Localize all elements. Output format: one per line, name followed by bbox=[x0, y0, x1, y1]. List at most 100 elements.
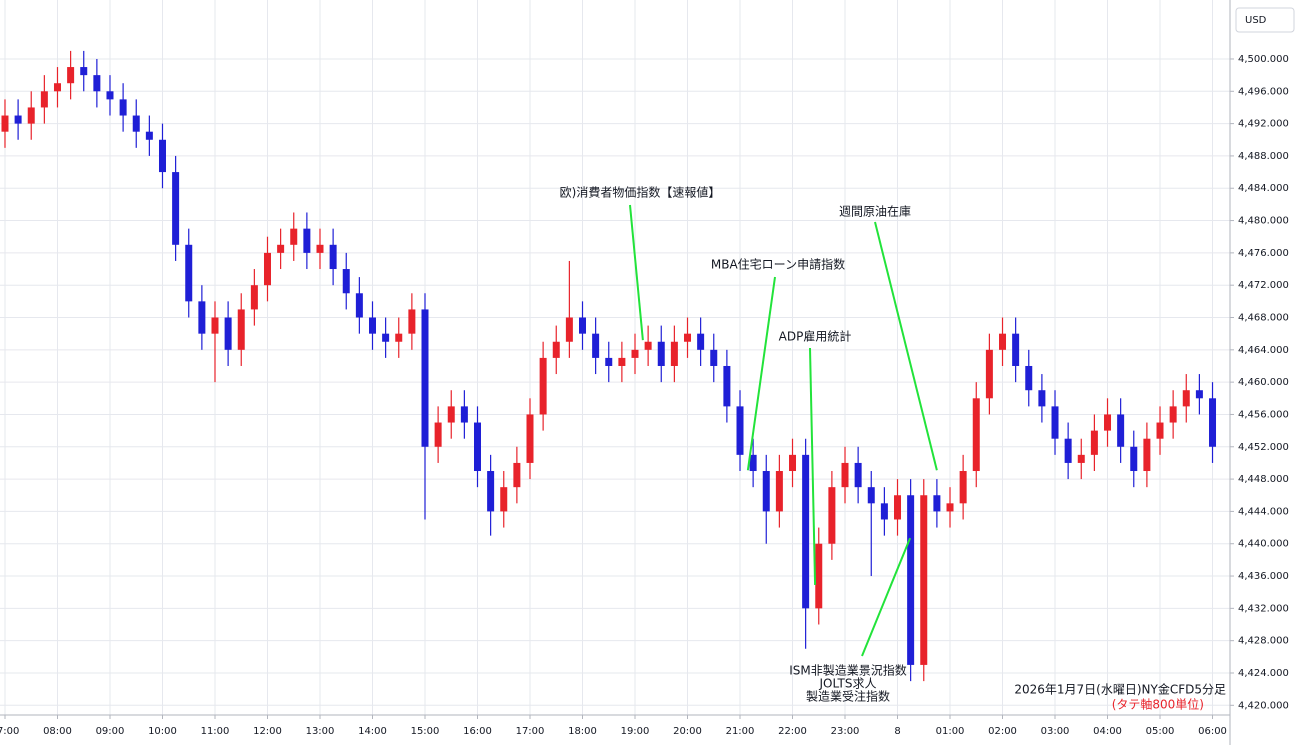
candle-body bbox=[106, 91, 114, 100]
x-tick-label: 16:00 bbox=[463, 726, 492, 737]
plot bbox=[1, 50, 1217, 682]
candle-body bbox=[250, 285, 258, 310]
candle-body bbox=[1209, 398, 1217, 447]
annotation-text: ADP雇用統計 bbox=[779, 329, 852, 344]
y-tick-label: 4,428.000 bbox=[1238, 636, 1289, 647]
candle-body bbox=[487, 471, 495, 512]
x-tick-label: 09:00 bbox=[96, 726, 125, 737]
candle-body bbox=[500, 487, 508, 512]
x-tick-label: 10:00 bbox=[148, 726, 177, 737]
y-tick-label: 4,424.000 bbox=[1238, 668, 1289, 679]
candle-body bbox=[316, 244, 324, 253]
annotation-text: JOLTS求人 bbox=[819, 677, 877, 691]
candle-body bbox=[775, 471, 783, 512]
candle-body bbox=[920, 495, 928, 665]
candle-body bbox=[867, 487, 875, 504]
candle-body bbox=[40, 91, 48, 108]
note: 2026年1月7日(水曜日)NY金CFD5分足 bbox=[1014, 682, 1226, 697]
annotation-line bbox=[746, 276, 776, 471]
candle-body bbox=[460, 406, 468, 423]
annotation-text: MBA住宅ローン申請指数 bbox=[711, 257, 845, 272]
annotation-line bbox=[809, 347, 817, 585]
candle-body bbox=[828, 487, 836, 544]
candle-body bbox=[1169, 406, 1177, 423]
candle-body bbox=[1051, 406, 1059, 439]
y-tick-label: 4,496.000 bbox=[1238, 86, 1289, 97]
x-tick-label: 22:00 bbox=[778, 726, 807, 737]
x-tick-label: 14:00 bbox=[358, 726, 387, 737]
candle-body bbox=[1, 115, 9, 132]
annotation-line bbox=[874, 221, 938, 471]
y-tick-label: 4,440.000 bbox=[1238, 539, 1289, 550]
candle-body bbox=[657, 341, 665, 366]
candle-body bbox=[539, 357, 547, 415]
candle-body bbox=[355, 293, 363, 318]
candle-body bbox=[762, 471, 770, 512]
candle-body bbox=[303, 228, 311, 253]
candle-body bbox=[710, 349, 718, 366]
x-tick-label: 21:00 bbox=[726, 726, 755, 737]
y-tick-label: 4,420.000 bbox=[1238, 700, 1289, 711]
y-tick-label: 4,484.000 bbox=[1238, 183, 1289, 194]
candle-body bbox=[290, 228, 298, 245]
y-tick-label: 4,488.000 bbox=[1238, 151, 1289, 162]
annotation-line bbox=[629, 204, 644, 341]
candle-body bbox=[27, 107, 35, 124]
candle-body bbox=[1117, 414, 1125, 447]
candle-body bbox=[552, 341, 560, 358]
note: (タテ軸800単位) bbox=[1112, 697, 1204, 712]
candle-body bbox=[93, 75, 101, 92]
candle-body bbox=[749, 454, 757, 472]
grid bbox=[0, 0, 1230, 715]
candle-body bbox=[53, 83, 61, 92]
candle-body bbox=[198, 301, 206, 334]
candle-body bbox=[592, 333, 600, 358]
candle-body bbox=[565, 317, 573, 342]
candle-body bbox=[342, 269, 350, 294]
candle-body bbox=[395, 333, 403, 342]
x-tick-label: 23:00 bbox=[831, 726, 860, 737]
candle-body bbox=[670, 341, 678, 366]
candle-body bbox=[959, 471, 967, 504]
candle-body bbox=[631, 349, 639, 358]
candle-body bbox=[1104, 414, 1112, 431]
candle-body bbox=[1130, 446, 1138, 472]
currency: USD bbox=[1245, 15, 1267, 26]
candle-body bbox=[421, 309, 429, 447]
x-tick-label: 17:00 bbox=[516, 726, 545, 737]
candle-body bbox=[172, 172, 180, 245]
candle-body bbox=[434, 422, 442, 447]
candle-body bbox=[644, 341, 652, 350]
candle-body bbox=[854, 462, 862, 488]
annotation-text: 製造業受注指数 bbox=[806, 689, 890, 704]
candle-body bbox=[368, 317, 376, 334]
candle-body bbox=[985, 349, 993, 399]
x-tick-label: 07:00 bbox=[0, 726, 19, 737]
candle-body bbox=[894, 495, 902, 520]
candle-body bbox=[67, 67, 75, 84]
candle-body bbox=[1143, 438, 1151, 472]
x-tick-label: 12:00 bbox=[253, 726, 282, 737]
y-tick-label: 4,468.000 bbox=[1238, 313, 1289, 324]
annotation-text: 欧)消費者物価指数【速報値】 bbox=[560, 185, 721, 200]
x-axis: 07:00 08:00 09:00 10:00 11:00 12:00 13:00 14:00… bbox=[0, 715, 1227, 737]
candle-body bbox=[382, 333, 390, 342]
y-tick-label: 4,500.000 bbox=[1238, 54, 1289, 65]
x-tick-label: 02:00 bbox=[988, 726, 1017, 737]
candle-body bbox=[132, 115, 140, 132]
candle-body bbox=[972, 398, 980, 472]
candle-body bbox=[1090, 430, 1098, 455]
candle-body bbox=[119, 99, 127, 116]
x-tick-label: 11:00 bbox=[201, 726, 230, 737]
candle-body bbox=[513, 462, 521, 488]
candle-body bbox=[907, 495, 915, 665]
candle-body bbox=[1195, 390, 1203, 399]
candle-body bbox=[1012, 333, 1020, 366]
y-tick-label: 4,476.000 bbox=[1238, 248, 1289, 259]
annotation-text: 週間原油在庫 bbox=[839, 205, 911, 219]
candle-body bbox=[736, 406, 744, 455]
candle-body bbox=[605, 357, 613, 366]
x-tick-label: 05:00 bbox=[1146, 726, 1175, 737]
